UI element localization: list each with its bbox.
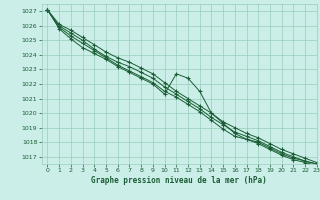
X-axis label: Graphe pression niveau de la mer (hPa): Graphe pression niveau de la mer (hPa) [91,176,267,185]
